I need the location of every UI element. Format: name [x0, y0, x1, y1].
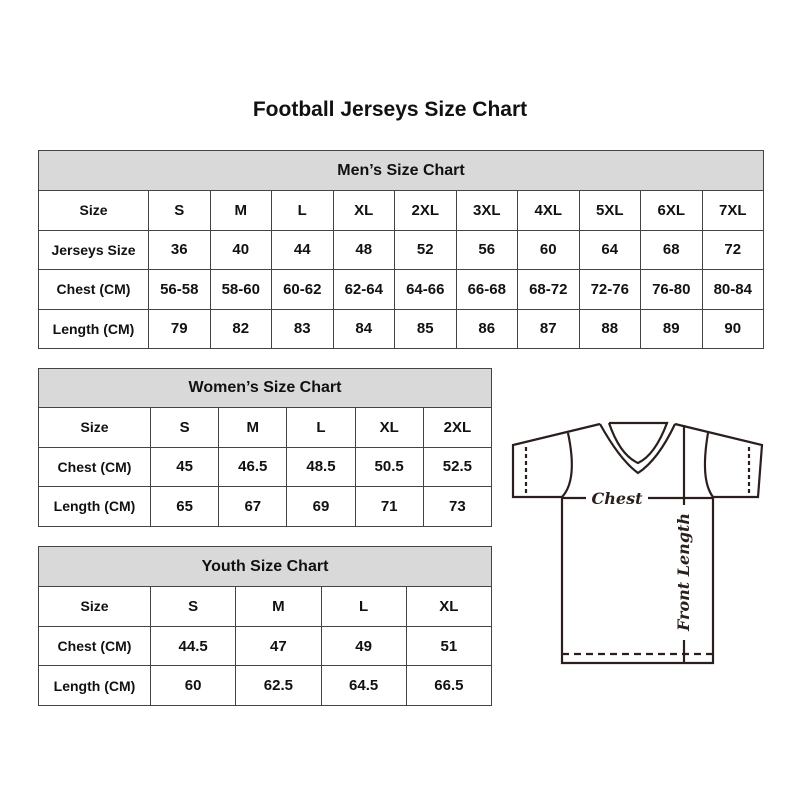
- row-label: Size: [38, 190, 149, 231]
- table-cell: 68-72: [517, 269, 580, 310]
- table-cell: 52: [394, 229, 457, 270]
- row-label: Length (CM): [38, 665, 151, 707]
- table-cell: 56: [455, 229, 518, 270]
- table-cell: S: [148, 190, 211, 231]
- page-title: Football Jerseys Size Chart: [252, 98, 528, 121]
- table-cell: 46.5: [218, 446, 288, 487]
- table-cell: 86: [455, 308, 518, 349]
- table-cell: 89: [640, 308, 703, 349]
- table-cell: 60: [149, 665, 237, 707]
- table-cell: 71: [354, 486, 424, 527]
- table-cell: M: [235, 586, 322, 627]
- row-label: Chest (CM): [38, 269, 149, 310]
- table-cell: S: [149, 407, 220, 448]
- table-cell: 87: [517, 308, 580, 349]
- table-cell: 62-64: [332, 269, 395, 310]
- table-cell: L: [286, 407, 356, 448]
- row-label: Jerseys Size: [38, 229, 149, 270]
- row-label: Length (CM): [38, 308, 149, 349]
- table-cell: 82: [209, 308, 272, 349]
- table-cell: 6XL: [640, 190, 703, 231]
- table-cell: 45: [149, 446, 220, 487]
- jersey-diagram: Chest Front Length: [511, 421, 764, 665]
- table-row: Chest (CM) 45 46.5 48.5 50.5 52.5: [38, 446, 493, 487]
- table-row: Length (CM) 65 67 69 71 73: [38, 486, 493, 527]
- front-length-label: Front Length: [674, 513, 693, 632]
- womens-size-table: Women’s Size Chart Size S M L XL 2XL Chest (CM)…: [38, 368, 493, 527]
- table-cell: 40: [209, 229, 272, 270]
- table-cell: S: [149, 586, 237, 627]
- table-row: Length (CM) 60 62.5 64.5 66.5: [38, 665, 493, 707]
- table-cell: 69: [286, 486, 356, 527]
- table-cell: 52.5: [422, 446, 493, 487]
- table-cell: 3XL: [455, 190, 518, 231]
- table-cell: 80-84: [701, 269, 764, 310]
- table-cell: 56-58: [148, 269, 211, 310]
- table-cell: 66.5: [405, 665, 493, 707]
- table-cell: 44.5: [149, 625, 237, 667]
- table-cell: 73: [422, 486, 493, 527]
- table-cell: 60: [517, 229, 580, 270]
- row-label: Chest (CM): [38, 446, 151, 487]
- table-cell: 76-80: [640, 269, 703, 310]
- table-cell: 48: [332, 229, 395, 270]
- table-cell: M: [209, 190, 272, 231]
- table-cell: 64: [578, 229, 641, 270]
- table-cell: 85: [394, 308, 457, 349]
- table-row: Size S M L XL: [38, 586, 493, 627]
- row-label: Length (CM): [38, 486, 151, 527]
- table-cell: M: [218, 407, 288, 448]
- table-cell: 2XL: [394, 190, 457, 231]
- table-cell: 2XL: [422, 407, 493, 448]
- table-cell: L: [271, 190, 334, 231]
- youth-table-heading: Youth Size Chart: [38, 546, 492, 587]
- table-row: Size S M L XL 2XL 3XL 4XL 5XL 6XL 7XL: [38, 190, 764, 231]
- table-cell: 65: [149, 486, 220, 527]
- chest-label: Chest: [592, 489, 644, 508]
- table-cell: XL: [405, 586, 493, 627]
- table-row: Length (CM) 79 82 83 84 85 86 87 88 89 90: [38, 308, 764, 349]
- row-label: Size: [38, 407, 151, 448]
- table-cell: 58-60: [209, 269, 272, 310]
- table-cell: 90: [701, 308, 764, 349]
- table-row: Chest (CM) 44.5 47 49 51: [38, 625, 493, 667]
- table-cell: L: [320, 586, 407, 627]
- table-cell: 49: [320, 625, 407, 667]
- women-table-heading: Women’s Size Chart: [38, 368, 492, 408]
- table-cell: 88: [578, 308, 641, 349]
- table-cell: 44: [271, 229, 334, 270]
- table-cell: 50.5: [354, 446, 424, 487]
- table-cell: 72: [701, 229, 764, 270]
- table-row: Jerseys Size 36 40 44 48 52 56 60 64 68 72: [38, 229, 764, 270]
- mens-size-table: Men’s Size Chart Size S M L XL 2XL 3XL 4XL 5XL 6XL…: [38, 150, 764, 349]
- table-cell: 83: [271, 308, 334, 349]
- table-cell: 4XL: [517, 190, 580, 231]
- table-cell: 7XL: [701, 190, 764, 231]
- men-table-heading: Men’s Size Chart: [38, 150, 764, 191]
- table-cell: 72-76: [578, 269, 641, 310]
- table-cell: XL: [354, 407, 424, 448]
- table-cell: 62.5: [235, 665, 322, 707]
- table-cell: 68: [640, 229, 703, 270]
- table-cell: XL: [332, 190, 395, 231]
- table-cell: 36: [148, 229, 211, 270]
- table-cell: 66-68: [455, 269, 518, 310]
- table-cell: 64-66: [394, 269, 457, 310]
- table-cell: 51: [405, 625, 493, 667]
- table-cell: 79: [148, 308, 211, 349]
- table-cell: 64.5: [320, 665, 407, 707]
- table-cell: 47: [235, 625, 322, 667]
- table-cell: 48.5: [286, 446, 356, 487]
- jersey-outline: [511, 421, 764, 665]
- table-cell: 5XL: [578, 190, 641, 231]
- table-cell: 84: [332, 308, 395, 349]
- youth-size-table: Youth Size Chart Size S M L XL Chest (CM) 44.5 4…: [38, 546, 493, 707]
- table-cell: 67: [218, 486, 288, 527]
- row-label: Chest (CM): [38, 625, 151, 667]
- table-cell: 60-62: [271, 269, 334, 310]
- table-row: Chest (CM) 56-58 58-60 60-62 62-64 64-66 66-68…: [38, 269, 764, 310]
- table-row: Size S M L XL 2XL: [38, 407, 493, 448]
- row-label: Size: [38, 586, 151, 627]
